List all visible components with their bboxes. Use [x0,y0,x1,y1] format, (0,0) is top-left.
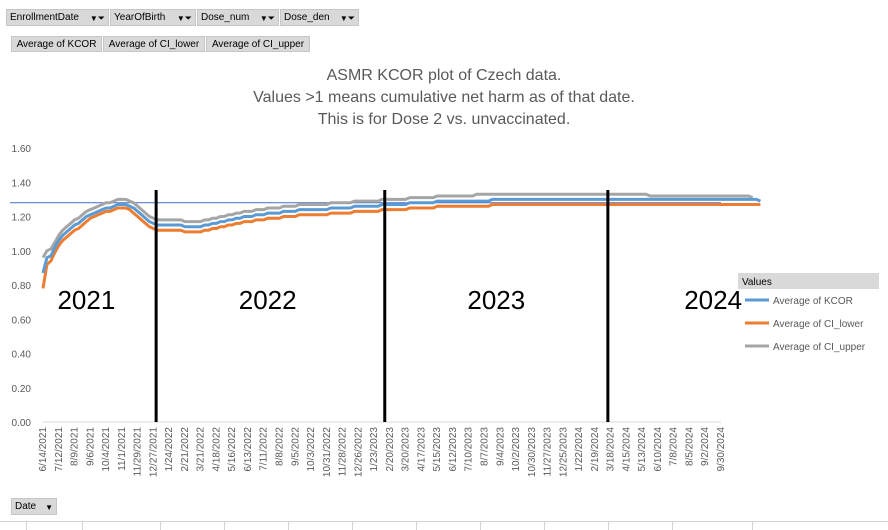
x-tick-label: 7/10/2023 [464,427,475,472]
x-tick-label: 8/7/2023 [479,427,490,466]
x-tick-label: 8/5/2024 [684,427,695,466]
x-tick-label: 1/24/2022 [164,427,175,472]
filter-dose-den[interactable]: Dose_den ▼⏷ [280,9,359,26]
y-tick-label: 0.80 [12,281,32,292]
year-label: 2024 [684,285,742,315]
x-tick-label: 11/27/2023 [543,427,554,477]
x-tick-label: 3/20/2023 [401,427,412,472]
x-tick-label: 10/3/2022 [306,427,317,472]
x-tick-label: 11/29/2021 [133,427,144,477]
chart-title-line: ASMR KCOR plot of Czech data. [327,67,562,84]
x-tick-label: 9/2/2024 [700,427,711,466]
filter-enrollment-date[interactable]: EnrollmentDate ▼⏷ [6,9,109,26]
y-tick-label: 0.60 [12,315,32,326]
legend-entry: Average of CI_upper [773,342,866,353]
year-labels: 2021 2022 2023 2024 [57,285,742,315]
x-tick-label: 9/4/2023 [495,427,506,466]
x-tick-label: 1/23/2023 [369,427,380,472]
chart-title-line: Values >1 means cumulative net harm as o… [253,89,635,106]
series-line-kcor [41,197,762,274]
year-label: 2021 [57,285,115,315]
x-tick-label: 4/17/2023 [416,427,427,472]
filter-label: Dose_den [284,12,330,23]
y-tick-label: 1.00 [12,247,32,258]
x-tick-label: 8/8/2022 [275,427,286,466]
x-tick-label: 7/11/2022 [259,427,270,471]
x-tick-label: 6/13/2022 [243,427,254,472]
x-tick-label: 5/16/2022 [227,427,238,472]
y-tick-label: 1.60 [12,144,32,155]
x-tick-label: 3/21/2022 [196,427,207,472]
x-tick-label: 3/18/2024 [606,427,617,472]
x-tick-label: 2/20/2023 [385,427,396,472]
x-tick-label: 9/6/2021 [85,427,96,466]
x-tick-label: 9/30/2024 [716,427,727,472]
filter-dropdown-icon[interactable]: ▼⏷ [339,13,355,23]
filter-dropdown-icon[interactable]: ▼⏷ [89,13,105,23]
legend-entry: Average of CI_lower [773,319,864,330]
x-tick-label: 10/30/2023 [527,427,538,477]
sheet-grid-edge [0,521,888,530]
x-tick-label: 9/5/2022 [290,427,301,466]
x-tick-label: 12/26/2022 [353,427,364,477]
x-tick-label: 6/10/2024 [653,427,664,472]
x-tick-label: 2/19/2024 [590,427,601,472]
x-tick-label: 5/15/2023 [432,427,443,472]
filter-dropdown-icon[interactable]: ▼⏷ [259,13,275,23]
year-label: 2023 [467,285,525,315]
filter-year-of-birth[interactable]: YearOfBirth ▼⏷ [110,9,196,26]
x-tick-label: 11/28/2022 [338,427,349,477]
y-tick-label: 1.40 [12,178,32,189]
value-field-label: Average of KCOR [16,38,97,50]
axis-field-label: Date [15,501,37,512]
axis-dropdown-icon[interactable]: ▼ [45,503,53,512]
chart-title: ASMR KCOR plot of Czech data. Values >1 m… [253,67,635,128]
series-lines [41,192,762,289]
x-tick-label: 7/8/2024 [669,427,680,466]
series-line-ci-lower [41,203,761,289]
legend-header [738,273,879,289]
value-field-kcor[interactable]: Average of KCOR [11,36,102,52]
filter-label: YearOfBirth [114,12,166,23]
value-field-label: Average of CI_lower [108,38,200,50]
legend-title: Values [742,277,772,288]
y-axis: 0.00 0.20 0.40 0.60 0.80 1.00 1.20 1.40 1.60 [12,144,32,429]
y-tick-label: 0.00 [12,418,32,429]
year-label: 2022 [239,285,297,315]
x-tick-label: 11/1/2021 [117,427,128,471]
value-field-ci-lower[interactable]: Average of CI_lower [103,36,205,52]
y-tick-label: 0.20 [12,384,32,395]
y-tick-label: 1.20 [12,213,32,224]
axis-field-date[interactable]: Date ▼ [11,498,57,515]
filter-label: Dose_num [201,12,250,23]
x-tick-label: 10/4/2021 [101,427,112,472]
x-tick-label: 10/2/2023 [511,427,522,472]
x-tick-label: 6/14/2021 [38,427,49,472]
x-tick-label: 10/31/2022 [322,427,333,477]
x-tick-label: 12/27/2021 [148,427,159,477]
chart-title-line: This is for Dose 2 vs. unvaccinated. [318,111,571,128]
value-field-label: Average of CI_upper [211,38,305,50]
x-tick-label: 6/12/2023 [448,427,459,472]
x-tick-label: 7/12/2021 [54,427,65,472]
year-dividers [154,190,610,422]
x-tick-label: 2/21/2022 [180,427,191,472]
series-line-ci-upper [41,192,754,259]
x-tick-label: 4/15/2024 [621,427,632,472]
filter-dropdown-icon[interactable]: ▼⏷ [176,13,192,23]
x-tick-label: 8/9/2021 [70,427,81,466]
x-tick-label: 5/13/2024 [637,427,648,472]
y-tick-label: 0.40 [12,350,32,361]
filter-dose-num[interactable]: Dose_num ▼⏷ [197,9,279,26]
x-tick-label: 12/25/2023 [558,427,569,477]
x-tick-label: 1/22/2024 [574,427,585,472]
value-field-ci-upper[interactable]: Average of CI_upper [206,36,310,52]
filter-label: EnrollmentDate [10,12,79,23]
x-tick-label: 4/18/2022 [211,427,222,472]
legend-entry: Average of KCOR [773,296,853,307]
x-axis: 6/14/2021 7/12/2021 8/9/2021 9/6/2021 10/4/2… [38,421,727,477]
